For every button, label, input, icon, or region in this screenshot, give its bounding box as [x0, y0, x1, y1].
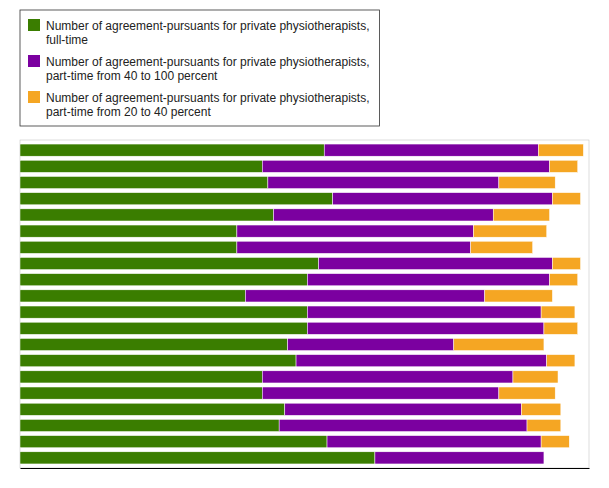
bar: [307, 274, 549, 286]
bar: [333, 193, 553, 205]
series: [237, 144, 552, 464]
bar: [375, 452, 544, 464]
bar: [288, 338, 454, 350]
bar: [527, 419, 561, 431]
bar: [307, 306, 541, 318]
bar: [20, 225, 237, 237]
bar: [552, 257, 580, 269]
bar: [245, 290, 484, 302]
bar: [513, 371, 558, 383]
legend-swatch: [28, 91, 40, 103]
legend: Number of agreement-pursuants for privat…: [20, 10, 380, 126]
legend-label: Number of agreement-pursuants for privat…: [46, 19, 370, 47]
bar: [20, 306, 307, 318]
bar: [285, 403, 522, 415]
bar: [279, 419, 527, 431]
bar: [550, 160, 578, 172]
bar: [20, 290, 245, 302]
bar: [324, 144, 538, 156]
bar: [20, 274, 307, 286]
bar: [20, 160, 262, 172]
bar: [538, 144, 583, 156]
chart-svg: Number of agreement-pursuants for privat…: [0, 0, 609, 488]
series: [454, 144, 584, 448]
legend-label-line: part-time from 40 to 100 percent: [46, 69, 218, 83]
bar: [20, 176, 268, 188]
bar: [296, 355, 547, 367]
legend-label-line: Number of agreement-pursuants for privat…: [46, 19, 370, 33]
bar: [543, 452, 544, 464]
legend-label-line: Number of agreement-pursuants for privat…: [46, 91, 370, 105]
bar: [20, 403, 285, 415]
legend-label: Number of agreement-pursuants for privat…: [46, 55, 370, 83]
bars: [20, 144, 583, 464]
bar: [454, 338, 544, 350]
bar: [262, 371, 513, 383]
bar: [474, 225, 547, 237]
legend-swatch: [28, 55, 40, 67]
bar: [319, 257, 553, 269]
bar: [327, 436, 541, 448]
plot-frame: [20, 140, 589, 468]
bar: [550, 274, 578, 286]
bar: [20, 371, 262, 383]
bar: [274, 209, 494, 221]
bar: [20, 322, 307, 334]
bar: [262, 387, 499, 399]
bar: [20, 209, 274, 221]
bar: [20, 387, 262, 399]
bar: [20, 419, 279, 431]
legend-frame: [20, 10, 380, 126]
bar: [20, 241, 237, 253]
bar: [237, 241, 471, 253]
bar: [485, 290, 553, 302]
bar: [547, 355, 575, 367]
legend-label: Number of agreement-pursuants for privat…: [46, 91, 370, 119]
bar: [307, 322, 544, 334]
bar: [521, 403, 560, 415]
series: [20, 144, 375, 464]
x-axis-line: [21, 468, 590, 469]
bar: [541, 306, 575, 318]
bar: [20, 452, 375, 464]
legend-label-line: full-time: [46, 33, 88, 47]
bar: [471, 241, 533, 253]
bar: [541, 436, 569, 448]
bar: [237, 225, 474, 237]
bar: [552, 193, 580, 205]
bar: [499, 176, 555, 188]
bar: [493, 209, 549, 221]
bar: [20, 193, 333, 205]
legend-swatch: [28, 19, 40, 31]
bar: [20, 144, 324, 156]
plot: [20, 140, 590, 469]
legend-label-line: part-time from 20 to 40 percent: [46, 105, 211, 119]
x-axis: [21, 468, 590, 469]
bar: [499, 387, 555, 399]
bar: [544, 322, 578, 334]
bar: [20, 257, 319, 269]
bar: [20, 355, 296, 367]
bar: [268, 176, 499, 188]
bar: [20, 436, 327, 448]
bar: [262, 160, 549, 172]
bar: [20, 338, 288, 350]
legend-label-line: Number of agreement-pursuants for privat…: [46, 55, 370, 69]
